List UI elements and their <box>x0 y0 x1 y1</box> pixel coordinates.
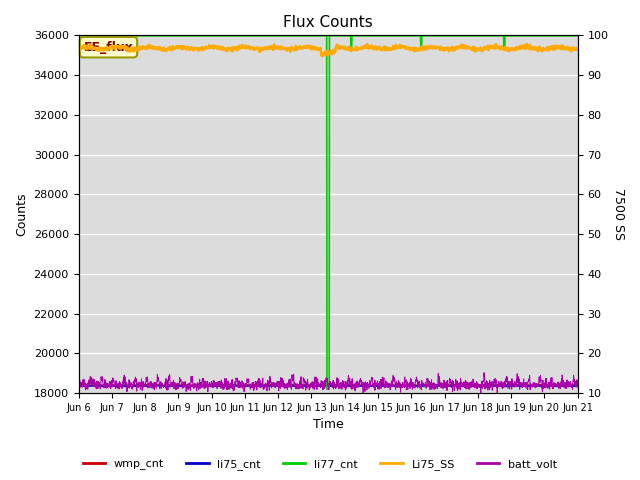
li75_cnt <box>318 383 326 388</box>
Li75_SS <box>560 47 568 52</box>
li77_cnt <box>323 386 331 392</box>
wmp_cnt <box>468 383 476 389</box>
wmp_cnt <box>559 383 567 388</box>
li75_cnt <box>574 383 582 389</box>
Li75_SS <box>523 41 531 47</box>
batt_volt <box>477 391 484 397</box>
Title: Flux Counts: Flux Counts <box>283 15 373 30</box>
Legend: wmp_cnt, li75_cnt, li77_cnt, Li75_SS, batt_volt: wmp_cnt, li75_cnt, li77_cnt, Li75_SS, ba… <box>78 455 562 474</box>
li77_cnt <box>574 33 582 38</box>
Li75_SS <box>319 53 327 59</box>
wmp_cnt <box>560 383 568 388</box>
Li75_SS <box>559 45 567 50</box>
wmp_cnt <box>574 383 582 388</box>
li77_cnt <box>559 33 567 38</box>
batt_volt <box>304 383 312 388</box>
Li75_SS <box>468 48 476 53</box>
Y-axis label: 7500 SS: 7500 SS <box>612 188 625 240</box>
li77_cnt <box>559 33 567 38</box>
Line: batt_volt: batt_volt <box>79 372 578 394</box>
li75_cnt <box>559 383 567 389</box>
Line: Li75_SS: Li75_SS <box>79 44 578 56</box>
wmp_cnt <box>127 381 134 387</box>
li77_cnt <box>304 33 312 38</box>
Line: li77_cnt: li77_cnt <box>79 36 578 389</box>
batt_volt <box>559 381 567 387</box>
batt_volt <box>75 382 83 388</box>
X-axis label: Time: Time <box>313 419 344 432</box>
wmp_cnt <box>100 383 108 388</box>
li75_cnt <box>560 384 568 389</box>
li75_cnt <box>100 383 108 388</box>
batt_volt <box>317 378 325 384</box>
Y-axis label: Counts: Counts <box>15 192 28 236</box>
wmp_cnt <box>140 384 148 389</box>
li77_cnt <box>468 33 476 38</box>
Line: wmp_cnt: wmp_cnt <box>79 384 578 386</box>
wmp_cnt <box>318 383 326 388</box>
batt_volt <box>480 370 488 375</box>
li75_cnt <box>298 382 306 388</box>
Li75_SS <box>304 43 312 48</box>
li77_cnt <box>100 33 108 38</box>
Text: EE_flux: EE_flux <box>83 41 133 54</box>
Li75_SS <box>100 45 108 51</box>
batt_volt <box>560 381 568 387</box>
li75_cnt <box>81 384 88 389</box>
wmp_cnt <box>305 383 312 388</box>
Li75_SS <box>75 46 83 52</box>
li75_cnt <box>75 383 83 389</box>
wmp_cnt <box>75 383 83 388</box>
batt_volt <box>574 377 582 383</box>
li77_cnt <box>75 33 83 38</box>
Li75_SS <box>574 47 582 53</box>
Line: li75_cnt: li75_cnt <box>79 385 578 386</box>
li75_cnt <box>305 383 312 388</box>
batt_volt <box>468 384 476 390</box>
li75_cnt <box>468 383 476 389</box>
li77_cnt <box>317 33 325 38</box>
Li75_SS <box>317 52 325 58</box>
batt_volt <box>100 385 108 391</box>
